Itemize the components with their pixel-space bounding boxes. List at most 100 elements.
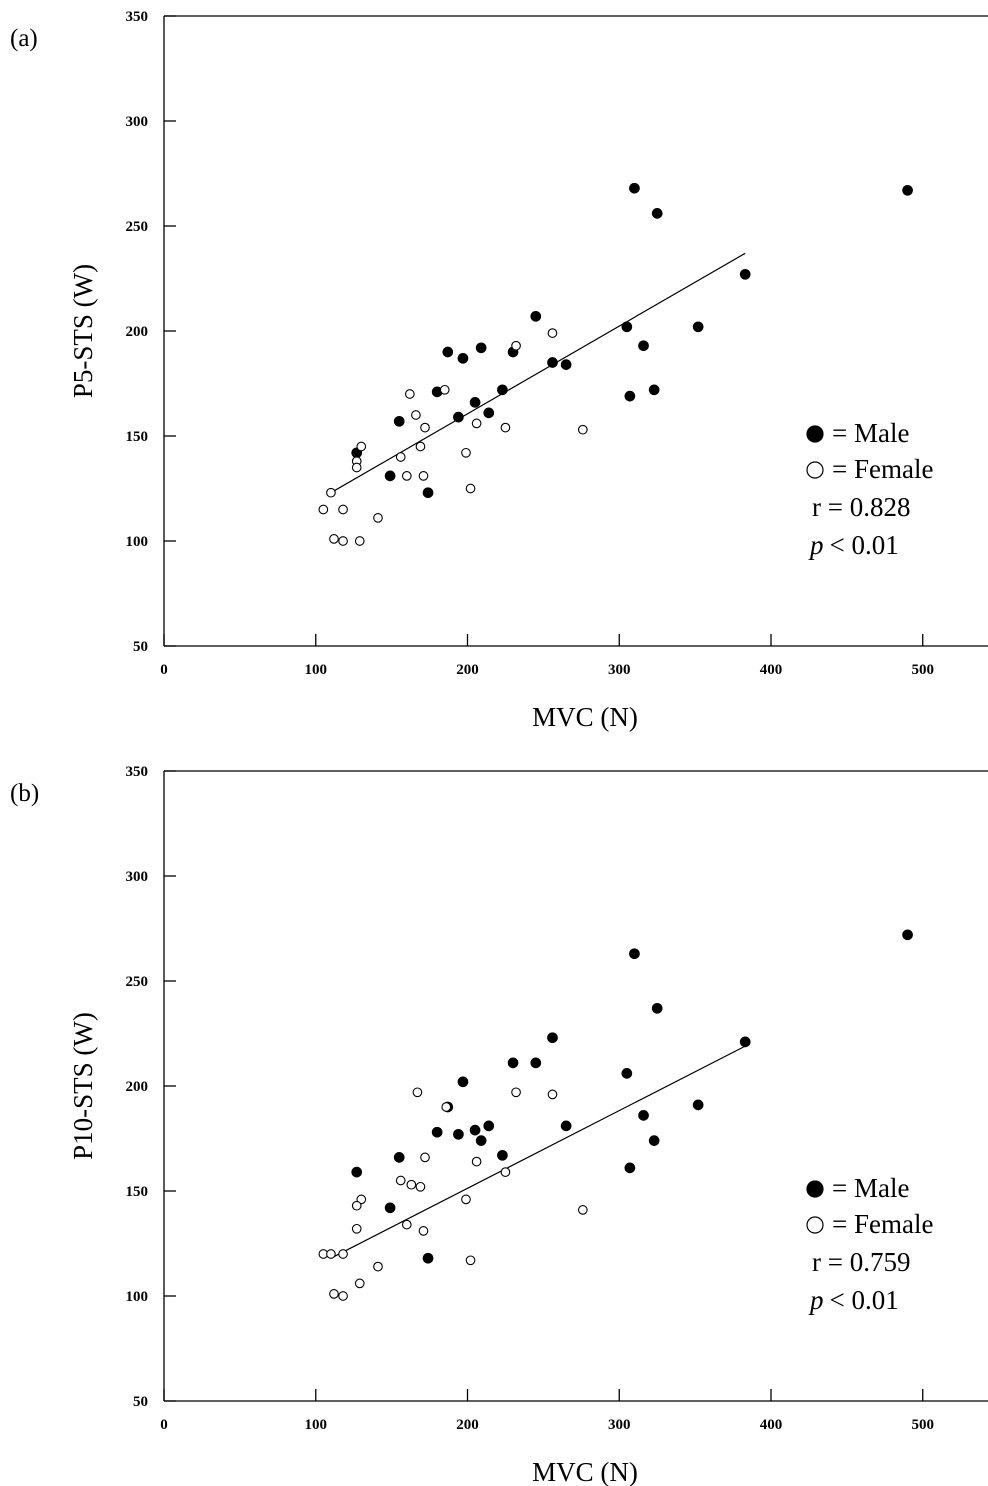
point (406, 1179, 417, 1190)
point (461, 1194, 471, 1205)
point (326, 1249, 336, 1259)
fit-line (330, 1045, 746, 1259)
x-tick-label: 300 (608, 662, 631, 678)
x-tick-label: 300 (608, 1417, 631, 1433)
point (393, 415, 405, 427)
y-tick-label: 300 (126, 869, 149, 885)
point (629, 182, 640, 194)
point (507, 1057, 519, 1069)
r-annotation: r = 0.759 (812, 1247, 910, 1277)
point (415, 441, 426, 452)
point (638, 340, 649, 352)
point (356, 441, 367, 452)
point (439, 384, 450, 395)
point (692, 1099, 704, 1111)
x-tick-label: 0 (160, 662, 168, 678)
point (471, 418, 482, 429)
point (547, 1032, 558, 1044)
point (412, 1087, 423, 1098)
x-tick-label: 500 (911, 1417, 934, 1433)
point (404, 389, 415, 399)
legend-label: = Female (832, 1209, 933, 1239)
x-axis-label: MVC (N) (532, 702, 638, 732)
legend-marker (806, 461, 824, 479)
point (577, 1205, 588, 1215)
point (418, 471, 429, 481)
point (318, 504, 329, 515)
fit-line (330, 252, 746, 494)
r-annotation: r = 0.828 (812, 492, 910, 522)
legend-label: = Female (832, 454, 933, 484)
point (475, 342, 487, 354)
y-tick-label: 250 (126, 974, 149, 990)
point (338, 536, 348, 546)
point (351, 1200, 362, 1211)
point (384, 1202, 396, 1214)
point (338, 1291, 348, 1301)
point (621, 1068, 633, 1079)
point (393, 1152, 405, 1163)
point (411, 410, 421, 420)
point (431, 1126, 443, 1138)
point (420, 1152, 430, 1163)
point (373, 513, 383, 523)
point (401, 471, 412, 481)
y-tick-label: 50 (133, 1394, 148, 1410)
legend-marker (806, 425, 824, 443)
point (354, 536, 365, 546)
point (560, 1120, 572, 1132)
point (418, 1226, 429, 1236)
legend-marker (806, 1216, 824, 1234)
point (902, 929, 913, 941)
point (373, 1261, 383, 1272)
point (547, 357, 558, 368)
p-annotation: p < 0.01 (808, 1285, 899, 1315)
point (441, 1102, 452, 1112)
x-axis-label: MVC (N) (532, 1457, 638, 1486)
point (629, 948, 640, 960)
x-tick-label: 400 (760, 1417, 783, 1433)
point (401, 1219, 412, 1230)
point (577, 424, 588, 435)
point (457, 1076, 469, 1088)
point (651, 208, 663, 219)
y-tick-label: 100 (126, 534, 149, 550)
y-tick-label: 300 (126, 114, 149, 130)
point (621, 321, 633, 333)
point (648, 384, 660, 396)
point (547, 328, 558, 338)
legend-marker (806, 1180, 824, 1198)
point (338, 1249, 348, 1259)
point (351, 1166, 363, 1178)
point (457, 352, 469, 364)
point (500, 422, 511, 433)
y-tick-label: 250 (126, 219, 149, 235)
point (442, 346, 454, 358)
point (453, 411, 464, 423)
p-symbol: p (808, 530, 824, 560)
y-tick-label: 350 (126, 9, 149, 25)
point (420, 422, 430, 433)
x-tick-label: 200 (456, 662, 479, 678)
point (483, 1120, 495, 1132)
y-tick-label: 100 (126, 1289, 149, 1305)
point (471, 1156, 482, 1167)
point (329, 534, 339, 544)
point (497, 384, 508, 396)
point (395, 1175, 406, 1186)
panel-label: (b) (10, 780, 39, 807)
point (384, 470, 396, 482)
point (624, 1162, 636, 1174)
x-tick-label: 100 (304, 1417, 327, 1433)
point (530, 310, 542, 322)
point (453, 1128, 464, 1140)
point (692, 321, 704, 333)
point (560, 359, 572, 370)
point (422, 1252, 434, 1264)
x-tick-label: 400 (760, 662, 783, 678)
x-tick-label: 100 (304, 662, 327, 678)
p-annotation: p < 0.01 (808, 530, 899, 560)
y-tick-label: 150 (126, 1184, 149, 1200)
y-tick-label: 200 (126, 324, 149, 340)
point (351, 1223, 362, 1234)
